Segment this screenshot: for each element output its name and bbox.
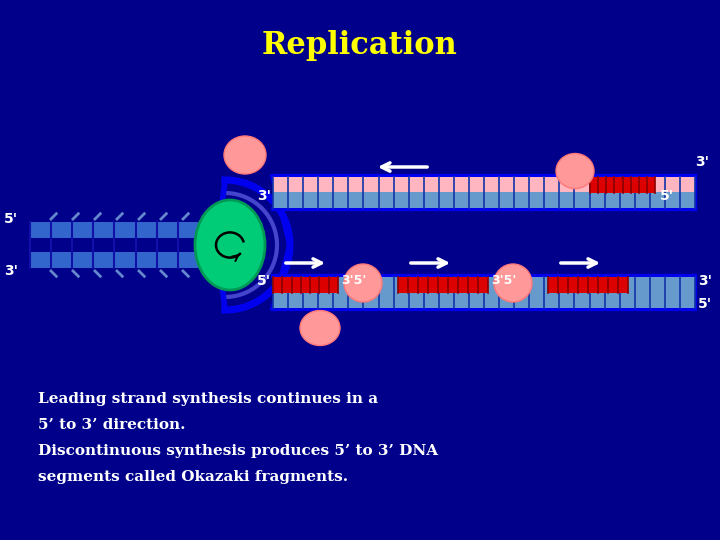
Bar <box>273 192 695 208</box>
Ellipse shape <box>195 200 265 290</box>
Bar <box>273 292 695 308</box>
Text: 5': 5' <box>660 189 674 203</box>
Text: 3': 3' <box>4 264 18 278</box>
Ellipse shape <box>556 153 594 188</box>
Bar <box>548 277 628 293</box>
Bar <box>590 177 655 193</box>
Bar <box>398 277 488 293</box>
Text: 5': 5' <box>698 297 712 311</box>
Text: 3'5': 3'5' <box>491 274 516 287</box>
Bar <box>273 277 338 293</box>
Ellipse shape <box>344 264 382 302</box>
Ellipse shape <box>300 310 340 346</box>
Bar <box>273 177 695 193</box>
Text: 5’ to 3’ direction.: 5’ to 3’ direction. <box>38 418 186 432</box>
Text: 5': 5' <box>257 274 271 288</box>
Bar <box>30 252 220 268</box>
Ellipse shape <box>494 264 532 302</box>
Bar <box>273 277 695 293</box>
Text: segments called Okazaki fragments.: segments called Okazaki fragments. <box>38 470 348 484</box>
Text: Leading strand synthesis continues in a: Leading strand synthesis continues in a <box>38 392 378 406</box>
Text: Replication: Replication <box>262 30 458 61</box>
Text: 5': 5' <box>4 212 18 226</box>
Text: Discontinuous synthesis produces 5’ to 3’ DNA: Discontinuous synthesis produces 5’ to 3… <box>38 444 438 458</box>
Text: 3': 3' <box>695 155 709 169</box>
Ellipse shape <box>224 136 266 174</box>
Text: 3': 3' <box>698 274 712 288</box>
Text: 3'5': 3'5' <box>341 274 366 287</box>
Bar <box>30 222 220 238</box>
Text: 3': 3' <box>257 189 271 203</box>
